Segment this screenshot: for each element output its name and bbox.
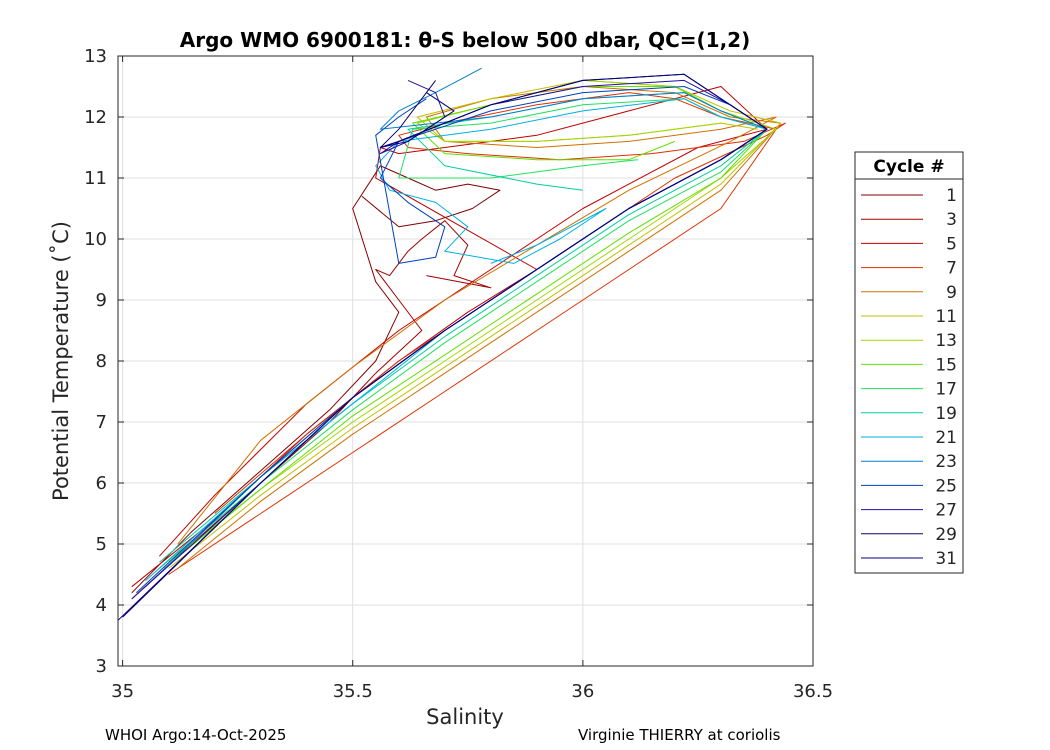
legend-label-cycle-31: 31 xyxy=(935,549,957,569)
legend-box xyxy=(854,151,964,574)
y-tick-label: 8 xyxy=(96,351,107,372)
legend-label-cycle-21: 21 xyxy=(935,428,957,448)
legend-label-cycle-23: 23 xyxy=(935,452,957,472)
series-line-cycle-31 xyxy=(117,73,768,621)
y-tick-label: 7 xyxy=(96,412,107,433)
y-axis: 3 4 5 6 7 8 9 10 11 12 13 xyxy=(84,46,813,677)
series-line-cycle-1 xyxy=(131,165,501,594)
series-line-cycle-3 xyxy=(131,220,492,600)
y-tick-label: 10 xyxy=(84,229,107,250)
legend-label-cycle-13: 13 xyxy=(935,331,957,351)
legend-label-cycle-19: 19 xyxy=(935,404,957,424)
legend-label-cycle-11: 11 xyxy=(935,307,957,327)
x-axis-label: Salinity xyxy=(426,705,504,729)
legend-label-cycle-25: 25 xyxy=(935,476,957,496)
legend-label-cycle-15: 15 xyxy=(935,355,957,375)
y-tick-label: 4 xyxy=(96,595,107,616)
y-axis-label: Potential Temperature (˚C) xyxy=(49,221,73,501)
x-tick-label: 35.5 xyxy=(333,681,373,702)
legend-label-cycle-3: 3 xyxy=(946,210,957,230)
y-tick-label: 13 xyxy=(84,46,107,67)
legend-label-cycle-7: 7 xyxy=(946,259,957,279)
x-axis: 35 35.5 36 36.5 xyxy=(111,56,833,702)
x-tick-label: 36.5 xyxy=(793,681,833,702)
legend-label-cycle-5: 5 xyxy=(946,234,957,254)
y-tick-label: 5 xyxy=(96,534,107,555)
legend-label-cycle-17: 17 xyxy=(935,380,957,400)
y-tick-label: 6 xyxy=(96,473,107,494)
y-tick-label: 11 xyxy=(84,168,107,189)
footer-credit: WHOI Argo:14-Oct-2025 xyxy=(105,726,287,744)
legend-title: Cycle # xyxy=(873,157,944,177)
series-group xyxy=(117,67,786,621)
x-tick-label: 36 xyxy=(571,681,594,702)
footer-author: Virginie THIERRY at coriolis xyxy=(578,726,781,744)
chart-title: Argo WMO 6900181: θ-S below 500 dbar, QC… xyxy=(180,28,750,52)
legend-label-cycle-27: 27 xyxy=(935,501,957,521)
x-tick-label: 35 xyxy=(111,681,134,702)
y-tick-label: 3 xyxy=(96,656,107,677)
y-tick-label: 12 xyxy=(84,107,107,128)
legend-label-cycle-29: 29 xyxy=(935,525,957,545)
series-line-cycle-5 xyxy=(131,86,768,588)
legend-label-cycle-1: 1 xyxy=(946,186,957,206)
y-tick-label: 9 xyxy=(96,290,107,311)
legend-label-cycle-9: 9 xyxy=(946,283,957,303)
